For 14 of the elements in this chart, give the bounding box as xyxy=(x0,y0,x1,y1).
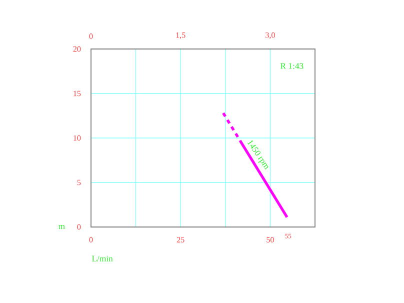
x2-tick-label: 3,0 xyxy=(266,32,275,39)
x-tick-label: 50 xyxy=(266,237,274,242)
x-axis-title: L/min xyxy=(92,256,113,262)
x-tick-label: 25 xyxy=(176,237,184,242)
x-tick-label: 0 xyxy=(89,237,93,242)
y-tick-label: 10 xyxy=(74,135,81,141)
y-tick-label: 20 xyxy=(73,46,81,52)
x2-tick-label: 1,5 xyxy=(176,32,186,39)
y-tick-label: 5 xyxy=(77,180,81,186)
x2-tick-label: 0 xyxy=(89,34,93,39)
y-axis-title: m xyxy=(58,224,65,230)
y-tick-label: 15 xyxy=(74,90,81,96)
annotation: R 1:43 xyxy=(280,63,304,69)
y-tick-label: 0 xyxy=(77,224,81,230)
